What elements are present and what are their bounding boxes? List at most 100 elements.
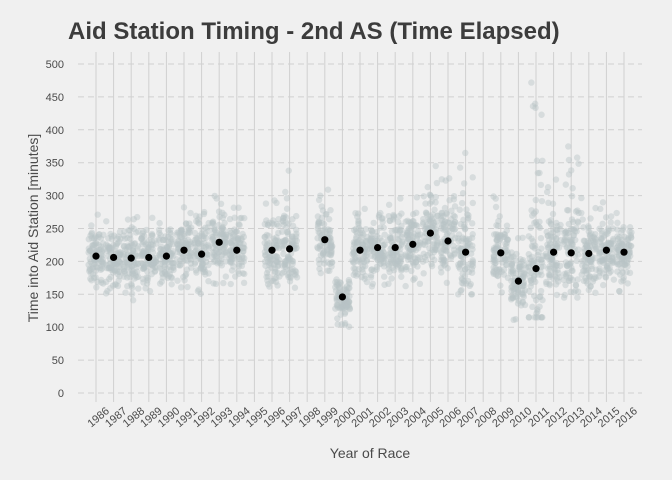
raw-point (143, 268, 151, 275)
raw-point (336, 284, 343, 292)
raw-point (339, 305, 346, 312)
raw-point (431, 245, 439, 252)
raw-point (614, 226, 621, 233)
raw-point (176, 232, 184, 239)
raw-point (355, 256, 363, 263)
raw-point (342, 299, 349, 306)
raw-point (241, 255, 248, 262)
raw-point (328, 238, 335, 246)
raw-point (410, 261, 417, 269)
raw-point (275, 222, 282, 230)
raw-point (420, 270, 427, 277)
raw-point (529, 238, 537, 245)
raw-point (562, 229, 569, 236)
raw-point (531, 219, 538, 227)
raw-point (520, 293, 528, 300)
raw-point (620, 261, 628, 268)
raw-point (149, 265, 156, 272)
raw-point (280, 212, 288, 220)
raw-point (322, 228, 330, 235)
raw-point (546, 273, 553, 281)
raw-point (604, 254, 612, 261)
raw-point (496, 266, 503, 273)
raw-point (314, 225, 322, 232)
raw-point (87, 270, 95, 277)
raw-point (503, 236, 511, 243)
raw-point (466, 235, 473, 243)
raw-point (336, 288, 343, 295)
raw-point (108, 244, 116, 252)
raw-point (537, 234, 545, 242)
raw-point (441, 246, 449, 254)
raw-point (525, 233, 533, 240)
raw-point (98, 279, 105, 286)
raw-point (328, 259, 336, 266)
raw-point (221, 237, 229, 244)
raw-point (324, 186, 332, 193)
raw-point (140, 251, 148, 258)
raw-point (234, 268, 242, 275)
raw-point (271, 253, 278, 260)
raw-point (265, 273, 272, 280)
raw-point (447, 254, 455, 262)
raw-point (202, 243, 210, 250)
raw-point (592, 243, 599, 250)
raw-point (554, 266, 561, 274)
raw-point (125, 227, 132, 234)
raw-point (625, 241, 633, 249)
raw-point (170, 266, 177, 274)
raw-point (508, 259, 516, 266)
raw-point (465, 261, 472, 268)
raw-point (463, 243, 470, 250)
raw-point (147, 243, 155, 251)
raw-point (534, 251, 541, 259)
raw-point (380, 258, 387, 265)
raw-point (156, 219, 163, 227)
raw-point (281, 263, 289, 270)
raw-point (85, 267, 93, 275)
raw-point (588, 230, 595, 237)
raw-point (170, 264, 177, 271)
raw-point (335, 284, 343, 291)
raw-point (374, 256, 381, 264)
raw-point (609, 225, 617, 232)
raw-point (280, 241, 287, 248)
raw-point (263, 245, 270, 252)
raw-point (106, 259, 114, 267)
raw-point (433, 234, 440, 241)
raw-point (169, 240, 177, 248)
raw-point (547, 271, 554, 278)
raw-point (209, 218, 217, 225)
raw-point (574, 218, 581, 225)
raw-point (177, 234, 184, 241)
raw-point (120, 243, 128, 250)
raw-point (323, 210, 330, 218)
raw-point (550, 261, 557, 268)
raw-point (609, 254, 616, 261)
raw-point (191, 236, 199, 244)
raw-point (535, 271, 542, 278)
individual-points (85, 79, 635, 330)
raw-point (368, 246, 376, 254)
raw-point (360, 252, 368, 260)
raw-point (598, 257, 605, 264)
raw-point (438, 256, 445, 264)
raw-point (111, 232, 118, 239)
mean-point-2013 (567, 249, 575, 257)
raw-point (343, 283, 351, 290)
raw-point (238, 262, 246, 270)
raw-point (565, 229, 572, 236)
raw-point (128, 282, 135, 289)
raw-point (554, 240, 562, 247)
raw-point (522, 271, 529, 278)
raw-point (451, 225, 459, 233)
raw-point (103, 218, 110, 225)
raw-point (562, 273, 570, 280)
raw-point (112, 261, 119, 268)
raw-point (575, 160, 582, 167)
raw-point (125, 244, 132, 251)
raw-point (537, 181, 545, 189)
raw-point (534, 314, 542, 321)
raw-point (602, 241, 609, 249)
raw-point (195, 216, 202, 223)
